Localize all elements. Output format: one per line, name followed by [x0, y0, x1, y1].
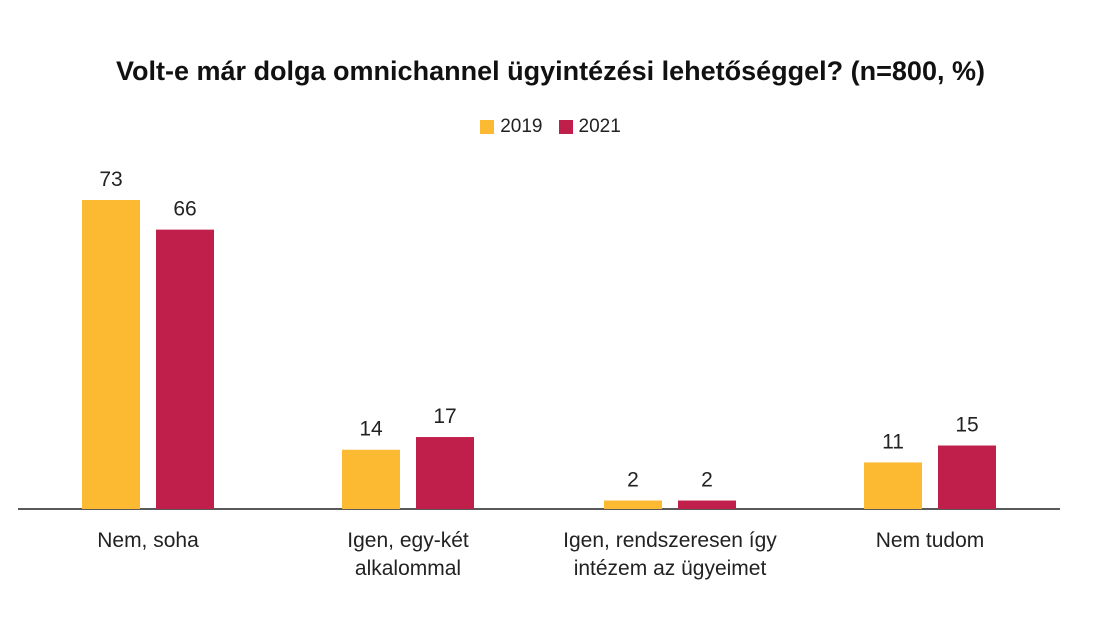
data-label-2021-cat3: 2: [701, 469, 713, 492]
category-label-line: alkalommal: [354, 557, 462, 580]
legend-swatch-2021: [558, 120, 573, 134]
data-label-2019-cat2: 14: [359, 418, 383, 441]
bar-2019-cat4: [864, 462, 922, 509]
bar-2019-cat2: [342, 449, 400, 509]
legend-item-2019: 2019: [480, 116, 543, 138]
bar-2021-cat3: [678, 500, 736, 509]
legend: 2019 2021: [0, 116, 1101, 138]
bar-2019-cat1: [82, 200, 140, 509]
category-label-line: intézem az ügyeimet: [573, 557, 767, 580]
bar-2021-cat4: [938, 445, 996, 509]
legend-label-2019: 2019: [500, 116, 543, 137]
data-label-2019-cat1: 73: [99, 168, 122, 191]
data-label-2021-cat4: 15: [955, 414, 978, 437]
legend-swatch-2019: [480, 120, 495, 134]
bar-2019-cat3: [604, 500, 662, 509]
category-label-line: Nem, soha: [97, 529, 199, 552]
data-label-2019-cat3: 2: [627, 469, 639, 492]
category-label-line: Igen, egy-két: [347, 529, 469, 552]
category-label-1: Nem, soha: [0, 527, 298, 555]
category-label-line: Nem tudom: [875, 529, 985, 552]
category-label-line: Igen, rendszeresen így: [563, 529, 777, 552]
legend-item-2021: 2021: [558, 116, 621, 138]
category-label-4: Nem tudom: [780, 527, 1080, 555]
chart-title: Volt-e már dolga omnichannel ügyintézési…: [116, 56, 985, 86]
data-label-2021-cat2: 17: [433, 405, 456, 428]
bar-2021-cat2: [416, 437, 474, 509]
bar-2021-cat1: [156, 229, 214, 510]
data-label-2021-cat1: 66: [173, 198, 196, 221]
category-label-2: Igen, egy-két alkalommal: [258, 527, 558, 583]
category-label-3: Igen, rendszeresen így intézem az ügyeime…: [520, 527, 820, 583]
data-label-2019-cat4: 11: [882, 430, 904, 453]
legend-label-2021: 2021: [578, 116, 621, 137]
